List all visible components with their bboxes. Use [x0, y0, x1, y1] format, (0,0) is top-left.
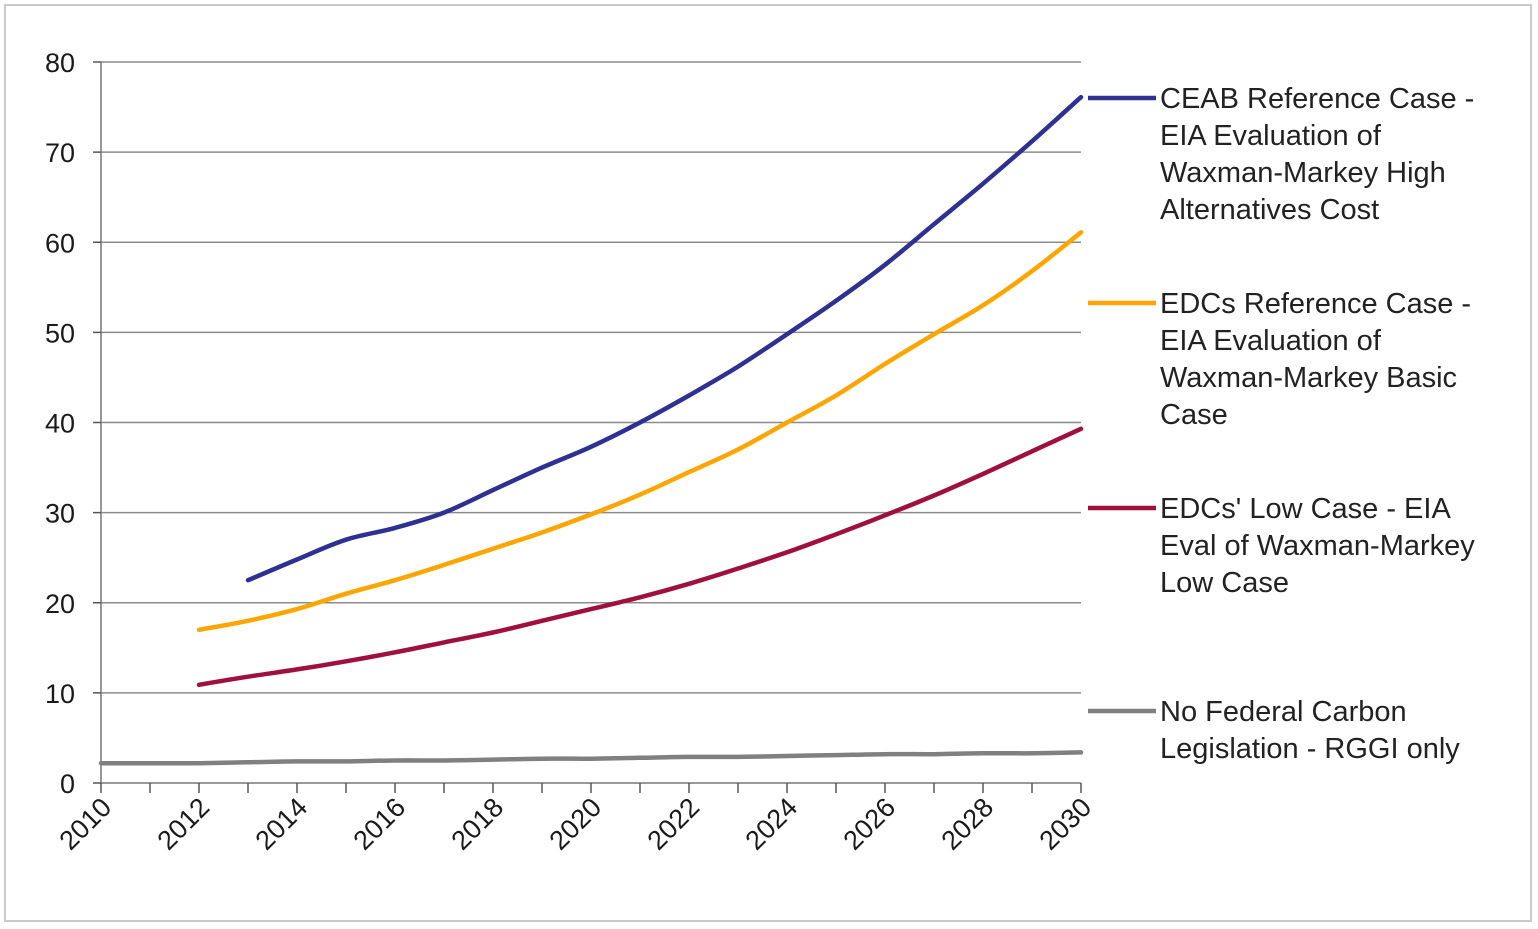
series-line-2	[196, 230, 1084, 633]
x-tick-label: 2012	[152, 792, 216, 856]
legend-label-line: EDCs' Low Case - EIA	[1160, 493, 1451, 525]
legend: CEAB Reference Case - EIA Evaluation of Wa…	[1088, 83, 1475, 765]
legend-item-1: CEAB Reference Case - EIA Evaluation of Wa…	[1088, 83, 1474, 226]
y-tick-label: 20	[45, 589, 75, 619]
legend-item-2: EDCs Reference Case - EIA Evaluation of Wa…	[1088, 288, 1471, 431]
y-tick-label: 70	[45, 138, 75, 168]
gridlines	[101, 61, 1081, 694]
legend-label-line: CEAB Reference Case -	[1160, 83, 1474, 115]
y-tick-label: 30	[45, 499, 75, 529]
legend-label-line: Eval of Waxman-Markey	[1160, 530, 1475, 562]
legend-label-line: EIA Evaluation of	[1160, 120, 1382, 152]
series-line-3	[196, 426, 1084, 688]
y-tick-label: 60	[45, 228, 75, 258]
series-lines	[98, 94, 1084, 766]
legend-item-3: EDCs' Low Case - EIA Eval of Waxman-Marke…	[1088, 493, 1475, 599]
legend-label-line: Waxman-Markey High	[1160, 157, 1446, 189]
x-axis-ticks: 2010 2012 2014 2016 2018 2020 2022 2024 2026 2028…	[54, 783, 1098, 856]
x-tick-label: 2028	[936, 792, 1000, 856]
x-tick-label: 2024	[740, 792, 804, 856]
legend-label-line: Legislation - RGGI only	[1160, 733, 1460, 765]
y-tick-label: 0	[60, 769, 75, 799]
x-tick-label: 2022	[642, 792, 706, 856]
legend-label-line: No Federal Carbon	[1160, 696, 1407, 728]
legend-label-line: Alternatives Cost	[1160, 194, 1379, 226]
series-line-4	[98, 750, 1084, 766]
legend-label-line: EIA Evaluation of	[1160, 325, 1382, 357]
series-line-1	[245, 94, 1084, 583]
y-tick-label: 50	[45, 318, 75, 348]
x-tick-label: 2018	[446, 792, 510, 856]
y-axis-ticks: 0 10 20 30 40 50 60 70 80	[45, 48, 101, 799]
legend-label-line: Waxman-Markey Basic	[1160, 362, 1457, 394]
x-tick-label: 2026	[838, 792, 902, 856]
legend-label-line: EDCs Reference Case -	[1160, 288, 1471, 320]
x-tick-label: 2010	[54, 792, 118, 856]
x-tick-label: 2020	[544, 792, 608, 856]
y-tick-label: 10	[45, 679, 75, 709]
x-tick-label: 2014	[250, 792, 314, 856]
chart-frame	[4, 4, 1532, 922]
y-tick-label: 40	[45, 409, 75, 439]
legend-label-line: Low Case	[1160, 567, 1289, 599]
x-tick-label: 2030	[1034, 792, 1098, 856]
x-tick-label: 2016	[348, 792, 412, 856]
legend-item-4: No Federal Carbon Legislation - RGGI only	[1088, 696, 1460, 765]
legend-label-line: Case	[1160, 399, 1228, 431]
y-tick-label: 80	[45, 48, 75, 78]
